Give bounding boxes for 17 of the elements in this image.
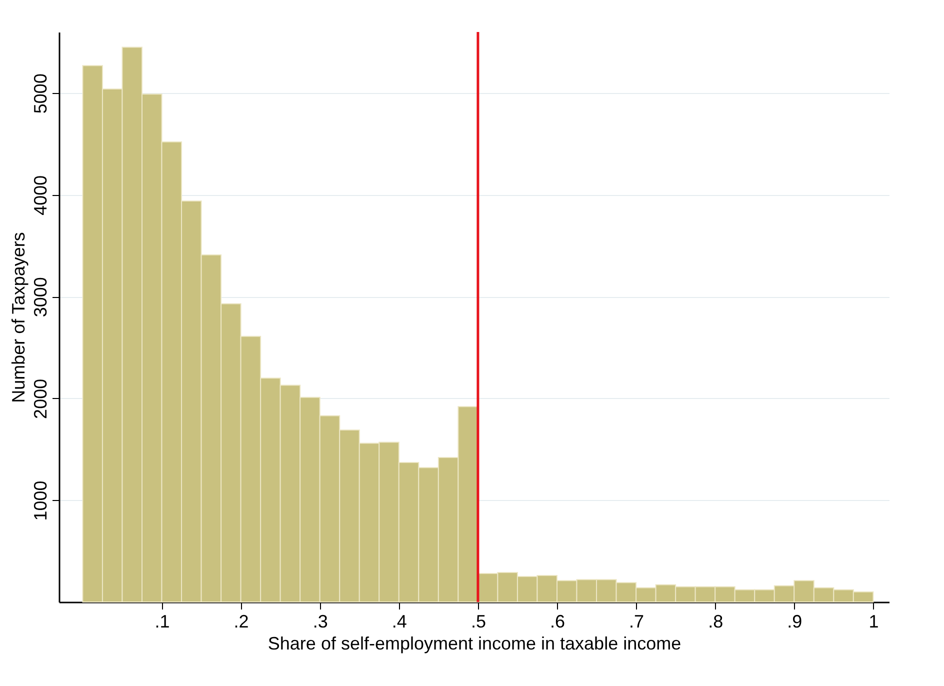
x-tick-label: .4 <box>392 612 407 632</box>
y-axis-title: Number of Taxpayers <box>8 232 28 403</box>
x-tick-label: .6 <box>550 612 566 632</box>
y-tick-label: 4000 <box>30 175 50 216</box>
y-tick-label: 3000 <box>30 277 50 318</box>
y-tick-label: 5000 <box>30 74 50 114</box>
x-tick-label: .8 <box>708 612 724 632</box>
y-tick-label: 1000 <box>30 480 50 521</box>
y-tick-label: 2000 <box>30 378 50 419</box>
x-tick-label: .5 <box>470 612 486 632</box>
x-axis-title: Share of self-employment income in taxable income <box>268 634 682 654</box>
x-tick-label: .7 <box>629 612 644 632</box>
x-tick-label: .2 <box>234 612 249 632</box>
x-tick-label: .1 <box>154 612 170 632</box>
x-tick-label: 1 <box>868 612 879 632</box>
x-tick-label: .3 <box>312 612 328 632</box>
x-tick-label: .9 <box>787 612 802 632</box>
